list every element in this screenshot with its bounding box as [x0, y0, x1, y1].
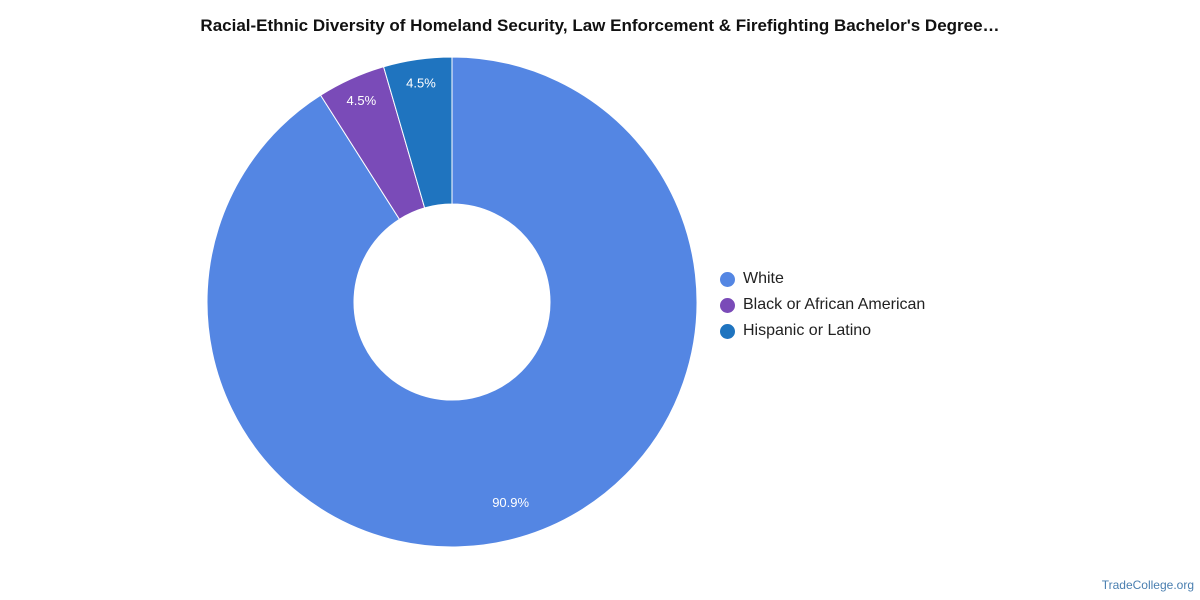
donut-slice-white[interactable] — [206, 56, 698, 548]
slices-group — [206, 56, 698, 548]
slice-value-label: 90.9% — [492, 495, 529, 510]
slice-value-label: 4.5% — [406, 76, 436, 91]
donut-slice-hispanic-or-latino[interactable] — [382, 56, 453, 209]
legend-swatch-hispanic — [720, 323, 735, 339]
slice-value-label: 4.5% — [347, 93, 377, 108]
slice-labels-group: 90.9% 4.5% 4.5% — [347, 76, 530, 510]
legend-swatch-white — [720, 271, 735, 287]
legend-label: White — [743, 270, 784, 287]
legend-swatch-black — [720, 297, 735, 313]
legend-label: Hispanic or Latino — [743, 322, 872, 339]
legend-item-white[interactable]: White — [720, 266, 925, 292]
legend: White Black or African American Hispanic… — [720, 266, 925, 344]
legend-label: Black or African American — [743, 296, 926, 313]
watermark-link[interactable]: TradeCollege.org — [1101, 578, 1194, 592]
chart-title: Racial-Ethnic Diversity of Homeland Secu… — [200, 16, 1000, 35]
legend-item-black-or-african-american[interactable]: Black or African American — [720, 292, 925, 318]
legend-item-hispanic-or-latino[interactable]: Hispanic or Latino — [720, 318, 925, 344]
